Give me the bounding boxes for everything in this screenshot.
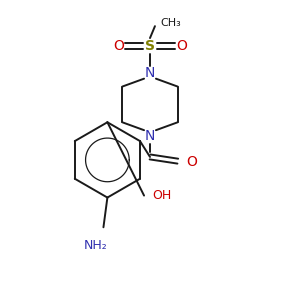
Text: O: O: [176, 39, 187, 53]
Text: NH₂: NH₂: [84, 239, 107, 252]
Text: N: N: [145, 129, 155, 143]
Text: O: O: [113, 39, 124, 53]
Text: CH₃: CH₃: [160, 18, 181, 28]
Text: O: O: [187, 155, 197, 169]
Text: S: S: [145, 39, 155, 53]
Text: OH: OH: [152, 189, 171, 202]
Text: N: N: [145, 66, 155, 80]
